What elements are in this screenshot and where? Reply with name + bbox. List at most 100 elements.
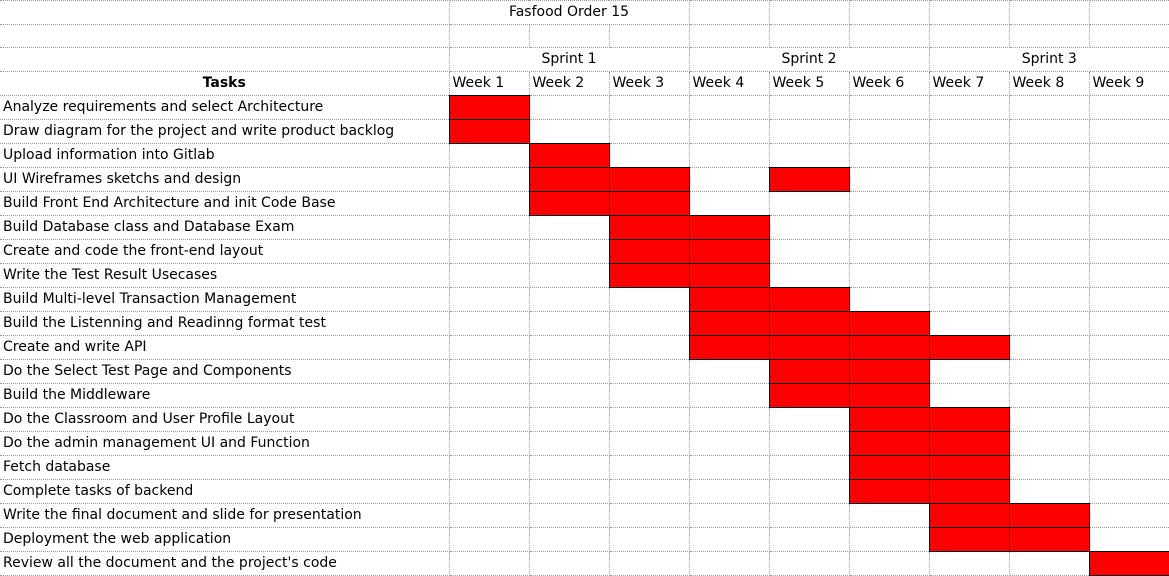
empty-week-cell[interactable] xyxy=(448,215,530,240)
task-name-cell[interactable]: Build Database class and Database Exam xyxy=(0,215,450,240)
title-blank-cell[interactable] xyxy=(0,0,450,25)
empty-week-cell[interactable] xyxy=(768,455,850,480)
empty-week-cell[interactable] xyxy=(448,431,530,456)
empty-week-cell[interactable] xyxy=(608,287,690,312)
empty-week-cell[interactable] xyxy=(608,311,690,336)
task-name-cell[interactable]: Write the final document and slide for p… xyxy=(0,503,450,528)
gantt-bar-cell[interactable] xyxy=(608,239,690,264)
task-name-cell[interactable]: Do the Classroom and User Profile Layout xyxy=(0,407,450,432)
empty-week-cell[interactable] xyxy=(768,143,850,168)
empty-week-cell[interactable] xyxy=(928,311,1010,336)
blank-cell[interactable] xyxy=(1008,0,1090,25)
blank-cell[interactable] xyxy=(1088,24,1169,48)
week-header[interactable]: Week 8 xyxy=(1008,71,1090,96)
empty-week-cell[interactable] xyxy=(528,527,610,552)
week-header[interactable]: Week 9 xyxy=(1088,71,1169,96)
gantt-bar-cell[interactable] xyxy=(768,359,850,384)
blank-cell[interactable] xyxy=(928,0,1010,25)
empty-week-cell[interactable] xyxy=(1088,359,1169,384)
empty-week-cell[interactable] xyxy=(528,359,610,384)
gantt-bar-cell[interactable] xyxy=(928,407,1010,432)
empty-week-cell[interactable] xyxy=(848,95,930,120)
empty-week-cell[interactable] xyxy=(1008,383,1090,408)
empty-week-cell[interactable] xyxy=(848,191,930,216)
gantt-bar-cell[interactable] xyxy=(528,167,610,192)
empty-week-cell[interactable] xyxy=(1088,95,1169,120)
empty-week-cell[interactable] xyxy=(1008,119,1090,144)
empty-week-cell[interactable] xyxy=(448,263,530,288)
gantt-bar-cell[interactable] xyxy=(768,311,850,336)
empty-week-cell[interactable] xyxy=(608,143,690,168)
blank-cell[interactable] xyxy=(528,24,610,48)
empty-week-cell[interactable] xyxy=(688,143,770,168)
empty-week-cell[interactable] xyxy=(1088,287,1169,312)
gantt-bar-cell[interactable] xyxy=(608,215,690,240)
empty-week-cell[interactable] xyxy=(1008,167,1090,192)
empty-week-cell[interactable] xyxy=(448,239,530,264)
empty-week-cell[interactable] xyxy=(768,239,850,264)
task-name-cell[interactable]: Create and write API xyxy=(0,335,450,360)
empty-week-cell[interactable] xyxy=(768,263,850,288)
gantt-bar-cell[interactable] xyxy=(688,287,770,312)
empty-week-cell[interactable] xyxy=(848,263,930,288)
empty-week-cell[interactable] xyxy=(528,119,610,144)
empty-week-cell[interactable] xyxy=(528,551,610,576)
empty-week-cell[interactable] xyxy=(768,503,850,528)
empty-week-cell[interactable] xyxy=(848,167,930,192)
gantt-bar-cell[interactable] xyxy=(608,263,690,288)
empty-week-cell[interactable] xyxy=(528,335,610,360)
task-name-cell[interactable]: Create and code the front-end layout xyxy=(0,239,450,264)
task-name-cell[interactable]: Draw diagram for the project and write p… xyxy=(0,119,450,144)
tasks-column-header[interactable]: Tasks xyxy=(0,71,450,96)
blank-cell[interactable] xyxy=(0,47,450,72)
blank-cell[interactable] xyxy=(608,24,690,48)
empty-week-cell[interactable] xyxy=(768,191,850,216)
empty-week-cell[interactable] xyxy=(448,383,530,408)
empty-week-cell[interactable] xyxy=(448,551,530,576)
empty-week-cell[interactable] xyxy=(688,479,770,504)
empty-week-cell[interactable] xyxy=(688,167,770,192)
empty-week-cell[interactable] xyxy=(768,215,850,240)
gantt-bar-cell[interactable] xyxy=(928,527,1010,552)
empty-week-cell[interactable] xyxy=(608,335,690,360)
week-header[interactable]: Week 1 xyxy=(448,71,530,96)
sprint-1-header[interactable]: Sprint 1 xyxy=(448,47,690,72)
empty-week-cell[interactable] xyxy=(448,479,530,504)
empty-week-cell[interactable] xyxy=(688,407,770,432)
empty-week-cell[interactable] xyxy=(768,479,850,504)
gantt-bar-cell[interactable] xyxy=(1008,527,1090,552)
week-header[interactable]: Week 4 xyxy=(688,71,770,96)
empty-week-cell[interactable] xyxy=(688,551,770,576)
empty-week-cell[interactable] xyxy=(608,407,690,432)
empty-week-cell[interactable] xyxy=(1008,287,1090,312)
blank-cell[interactable] xyxy=(0,24,450,48)
empty-week-cell[interactable] xyxy=(928,167,1010,192)
empty-week-cell[interactable] xyxy=(528,383,610,408)
gantt-bar-cell[interactable] xyxy=(768,287,850,312)
task-name-cell[interactable]: Do the admin management UI and Function xyxy=(0,431,450,456)
gantt-bar-cell[interactable] xyxy=(848,407,930,432)
empty-week-cell[interactable] xyxy=(928,359,1010,384)
empty-week-cell[interactable] xyxy=(928,287,1010,312)
blank-cell[interactable] xyxy=(688,0,770,25)
gantt-bar-cell[interactable] xyxy=(768,335,850,360)
blank-cell[interactable] xyxy=(928,24,1010,48)
empty-week-cell[interactable] xyxy=(608,383,690,408)
empty-week-cell[interactable] xyxy=(448,503,530,528)
empty-week-cell[interactable] xyxy=(928,383,1010,408)
empty-week-cell[interactable] xyxy=(768,431,850,456)
empty-week-cell[interactable] xyxy=(688,359,770,384)
gantt-bar-cell[interactable] xyxy=(688,263,770,288)
empty-week-cell[interactable] xyxy=(448,335,530,360)
gantt-bar-cell[interactable] xyxy=(928,479,1010,504)
task-name-cell[interactable]: Deployment the web application xyxy=(0,527,450,552)
task-name-cell[interactable]: Build Front End Architecture and init Co… xyxy=(0,191,450,216)
empty-week-cell[interactable] xyxy=(688,431,770,456)
gantt-bar-cell[interactable] xyxy=(688,239,770,264)
empty-week-cell[interactable] xyxy=(448,527,530,552)
task-name-cell[interactable]: Build Multi-level Transaction Management xyxy=(0,287,450,312)
empty-week-cell[interactable] xyxy=(928,95,1010,120)
empty-week-cell[interactable] xyxy=(928,119,1010,144)
empty-week-cell[interactable] xyxy=(768,407,850,432)
empty-week-cell[interactable] xyxy=(928,191,1010,216)
